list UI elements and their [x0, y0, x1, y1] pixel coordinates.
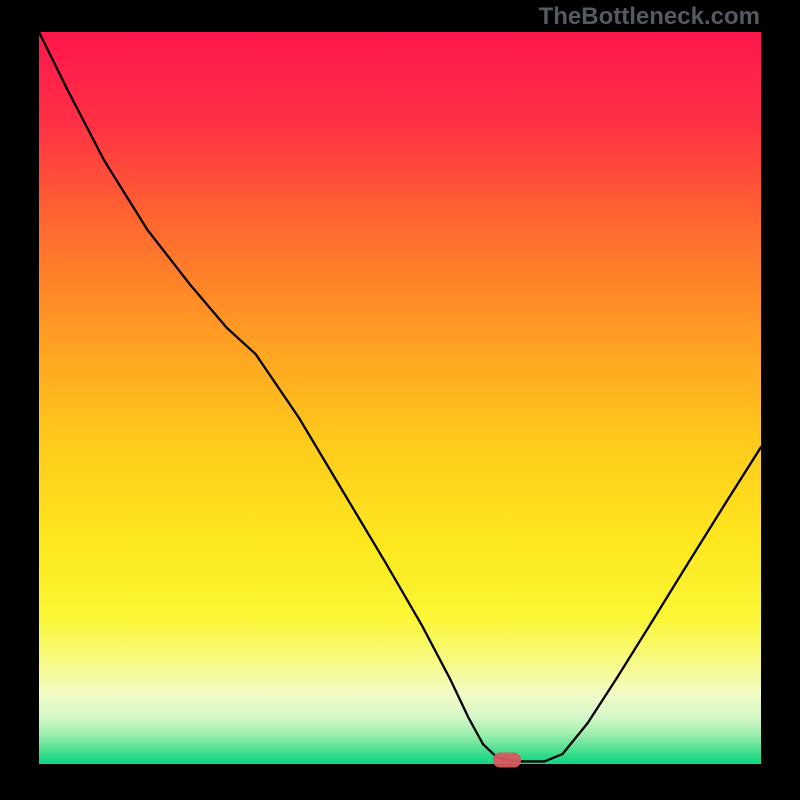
optimal-marker [493, 752, 521, 767]
chart-frame: TheBottleneck.com [0, 0, 800, 800]
gradient-band [39, 32, 761, 120]
gradient-band [39, 618, 761, 658]
gradient-band [39, 120, 761, 215]
gradient-band [39, 694, 761, 716]
watermark-text: TheBottleneck.com [539, 5, 760, 29]
gradient-band [39, 716, 761, 733]
gradient-band [39, 215, 761, 325]
gradient-band [39, 658, 761, 695]
gradient-band [39, 733, 761, 745]
gradient-band [39, 325, 761, 435]
gradient-band [39, 757, 761, 764]
background-gradient [39, 32, 761, 764]
gradient-band [39, 746, 761, 757]
gradient-band [39, 544, 761, 617]
gradient-band [39, 435, 761, 545]
plot-area [39, 32, 761, 764]
